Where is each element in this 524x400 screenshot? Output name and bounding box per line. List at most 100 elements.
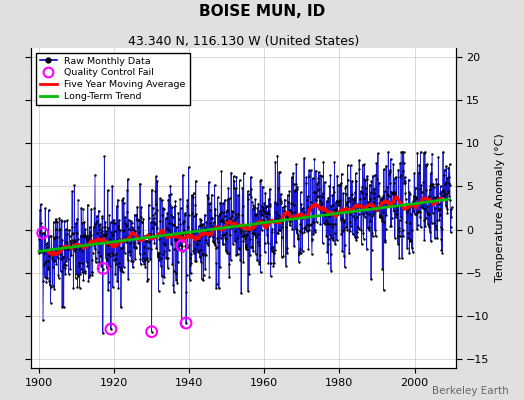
Point bbox=[432, 176, 440, 182]
Point bbox=[378, 195, 387, 202]
Point bbox=[361, 214, 369, 220]
Point bbox=[158, 196, 166, 203]
Point bbox=[133, 204, 141, 210]
Point bbox=[345, 218, 354, 225]
Point bbox=[409, 198, 417, 204]
Point bbox=[210, 219, 218, 225]
Point bbox=[381, 226, 390, 232]
Point bbox=[110, 216, 118, 223]
Point bbox=[415, 198, 423, 205]
Point bbox=[308, 219, 316, 226]
Point bbox=[84, 278, 93, 284]
Point bbox=[435, 205, 443, 212]
Point bbox=[150, 218, 158, 225]
Point bbox=[316, 221, 324, 228]
Point bbox=[316, 193, 325, 199]
Point bbox=[347, 196, 356, 202]
Point bbox=[108, 219, 117, 226]
Point bbox=[376, 212, 385, 219]
Point bbox=[160, 248, 169, 255]
Point bbox=[403, 230, 412, 236]
Point bbox=[173, 280, 181, 286]
Point bbox=[129, 258, 137, 264]
Point bbox=[243, 224, 252, 231]
Point bbox=[268, 225, 277, 232]
Point bbox=[295, 249, 303, 255]
Point bbox=[242, 242, 250, 249]
Point bbox=[102, 265, 111, 271]
Point bbox=[365, 227, 374, 233]
Point bbox=[376, 212, 384, 218]
Point bbox=[279, 216, 287, 222]
Point bbox=[315, 206, 324, 212]
Point bbox=[138, 219, 146, 226]
Point bbox=[167, 240, 175, 247]
Point bbox=[333, 172, 342, 179]
Point bbox=[314, 169, 323, 176]
Point bbox=[325, 221, 334, 228]
Point bbox=[398, 254, 406, 261]
Point bbox=[78, 269, 86, 275]
Point bbox=[114, 285, 123, 291]
Point bbox=[374, 207, 382, 214]
Point bbox=[394, 233, 402, 239]
Point bbox=[363, 246, 371, 252]
Point bbox=[166, 183, 174, 189]
Point bbox=[348, 231, 357, 238]
Point bbox=[62, 226, 70, 232]
Point bbox=[168, 222, 177, 228]
Point bbox=[45, 278, 53, 284]
Point bbox=[71, 275, 80, 281]
Point bbox=[139, 244, 148, 250]
Point bbox=[418, 203, 427, 210]
Point bbox=[442, 203, 450, 209]
Point bbox=[81, 232, 90, 239]
Point bbox=[230, 173, 238, 180]
Point bbox=[391, 189, 400, 196]
Point bbox=[350, 195, 358, 201]
Point bbox=[192, 240, 201, 247]
Point bbox=[222, 248, 230, 254]
Point bbox=[189, 190, 198, 196]
Point bbox=[154, 249, 162, 256]
Point bbox=[395, 217, 403, 223]
Point bbox=[363, 176, 372, 182]
Point bbox=[287, 216, 296, 223]
Point bbox=[74, 262, 83, 269]
Point bbox=[302, 222, 311, 228]
Point bbox=[266, 186, 274, 192]
Point bbox=[249, 248, 257, 254]
Point bbox=[414, 169, 423, 176]
Point bbox=[261, 190, 269, 196]
Point bbox=[119, 195, 128, 202]
Point bbox=[278, 220, 287, 226]
Point bbox=[92, 220, 101, 226]
Point bbox=[170, 289, 178, 295]
Point bbox=[217, 168, 226, 174]
Point bbox=[66, 238, 74, 244]
Point bbox=[285, 188, 293, 195]
Point bbox=[328, 235, 336, 242]
Point bbox=[180, 226, 189, 233]
Point bbox=[403, 207, 411, 214]
Point bbox=[99, 231, 107, 238]
Point bbox=[80, 219, 89, 225]
Point bbox=[308, 236, 316, 243]
Point bbox=[379, 209, 387, 215]
Point bbox=[285, 213, 293, 219]
Point bbox=[141, 238, 150, 244]
Point bbox=[299, 205, 308, 212]
Point bbox=[314, 193, 322, 199]
Point bbox=[352, 237, 360, 243]
Point bbox=[174, 259, 182, 265]
Point bbox=[134, 234, 142, 240]
Point bbox=[442, 163, 450, 169]
Point bbox=[36, 246, 45, 253]
Point bbox=[425, 211, 433, 218]
Point bbox=[366, 196, 374, 202]
Point bbox=[335, 182, 344, 188]
Point bbox=[409, 208, 418, 214]
Point bbox=[59, 254, 67, 261]
Point bbox=[155, 257, 163, 263]
Point bbox=[208, 214, 216, 221]
